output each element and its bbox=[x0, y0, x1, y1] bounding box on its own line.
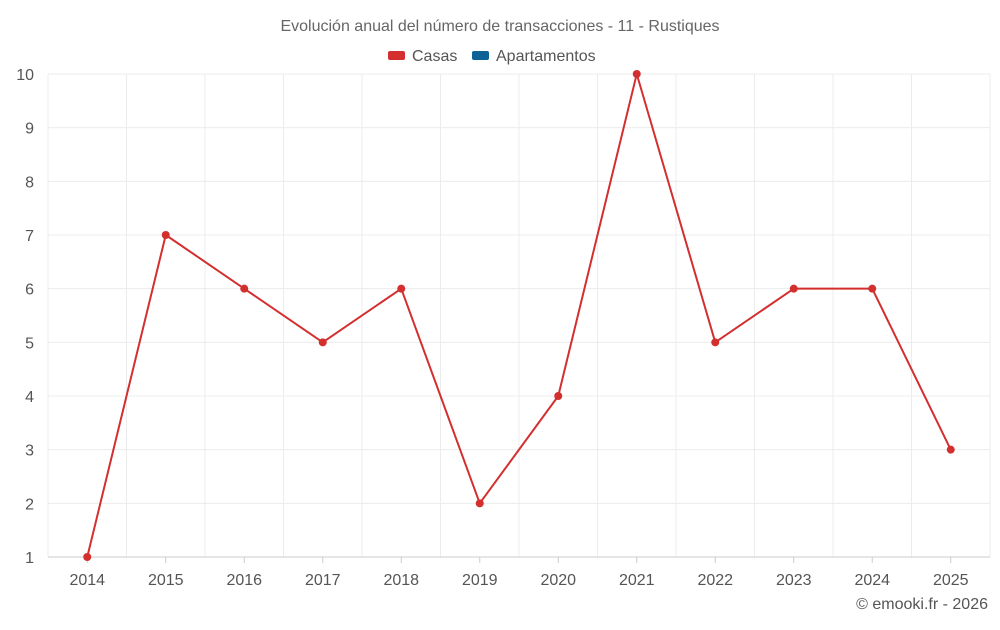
series-line-casas bbox=[86, 73, 952, 558]
x-tick-label: 2015 bbox=[148, 572, 184, 589]
grid bbox=[47, 73, 991, 557]
y-tick-label: 10 bbox=[16, 67, 34, 84]
data-point-casas[interactable] bbox=[868, 284, 877, 293]
data-point-casas[interactable] bbox=[789, 284, 798, 293]
x-tick-label: 2018 bbox=[383, 572, 419, 589]
legend-label-apartamentos: Apartamentos bbox=[496, 48, 596, 65]
data-point-casas[interactable] bbox=[240, 284, 249, 293]
y-tick-label: 1 bbox=[25, 550, 34, 567]
y-axis-ticks: 1 2 3 4 5 6 7 8 9 10 bbox=[16, 67, 34, 567]
data-point-casas[interactable] bbox=[161, 231, 170, 239]
x-tick-label: 2025 bbox=[933, 572, 969, 589]
x-tick-label: 2019 bbox=[462, 572, 498, 589]
x-tick-label: 2014 bbox=[69, 572, 105, 589]
x-tick-label: 2017 bbox=[305, 572, 341, 589]
legend-swatch-casas bbox=[388, 51, 405, 60]
credit-text: © emooki.fr - 2026 bbox=[856, 596, 988, 613]
y-tick-label: 3 bbox=[25, 443, 34, 460]
y-tick-label: 5 bbox=[25, 335, 34, 352]
legend-label-casas: Casas bbox=[412, 48, 457, 65]
data-point-casas[interactable] bbox=[632, 70, 641, 78]
y-tick-label: 2 bbox=[25, 496, 34, 513]
x-tick-label: 2022 bbox=[697, 572, 733, 589]
x-axis-ticks: 2014 2015 2016 2017 2018 2019 2020 2021 2022 2023… bbox=[69, 557, 969, 589]
data-point-casas[interactable] bbox=[397, 284, 406, 293]
y-tick-label: 9 bbox=[25, 121, 34, 138]
legend: Casas Apartamentos bbox=[388, 48, 596, 65]
data-point-casas[interactable] bbox=[946, 445, 955, 454]
y-tick-label: 7 bbox=[25, 228, 34, 245]
series bbox=[83, 70, 955, 561]
x-tick-label: 2023 bbox=[776, 572, 812, 589]
chart-title: Evolución anual del número de transaccio… bbox=[280, 18, 719, 35]
y-tick-label: 4 bbox=[25, 389, 34, 406]
y-tick-label: 8 bbox=[25, 174, 34, 191]
data-point-casas[interactable] bbox=[711, 338, 720, 347]
x-tick-label: 2020 bbox=[540, 572, 576, 589]
x-tick-label: 2016 bbox=[226, 572, 262, 589]
x-tick-label: 2021 bbox=[619, 572, 655, 589]
legend-swatch-apartamentos bbox=[472, 51, 489, 60]
x-tick-label: 2024 bbox=[854, 572, 890, 589]
data-point-casas[interactable] bbox=[318, 338, 327, 347]
legend-item-apartamentos[interactable]: Apartamentos bbox=[472, 48, 596, 65]
legend-item-casas[interactable]: Casas bbox=[388, 48, 457, 65]
data-point-casas[interactable] bbox=[475, 499, 484, 508]
data-point-casas[interactable] bbox=[554, 392, 563, 400]
data-point-casas[interactable] bbox=[83, 553, 92, 561]
y-tick-label: 6 bbox=[25, 282, 34, 299]
